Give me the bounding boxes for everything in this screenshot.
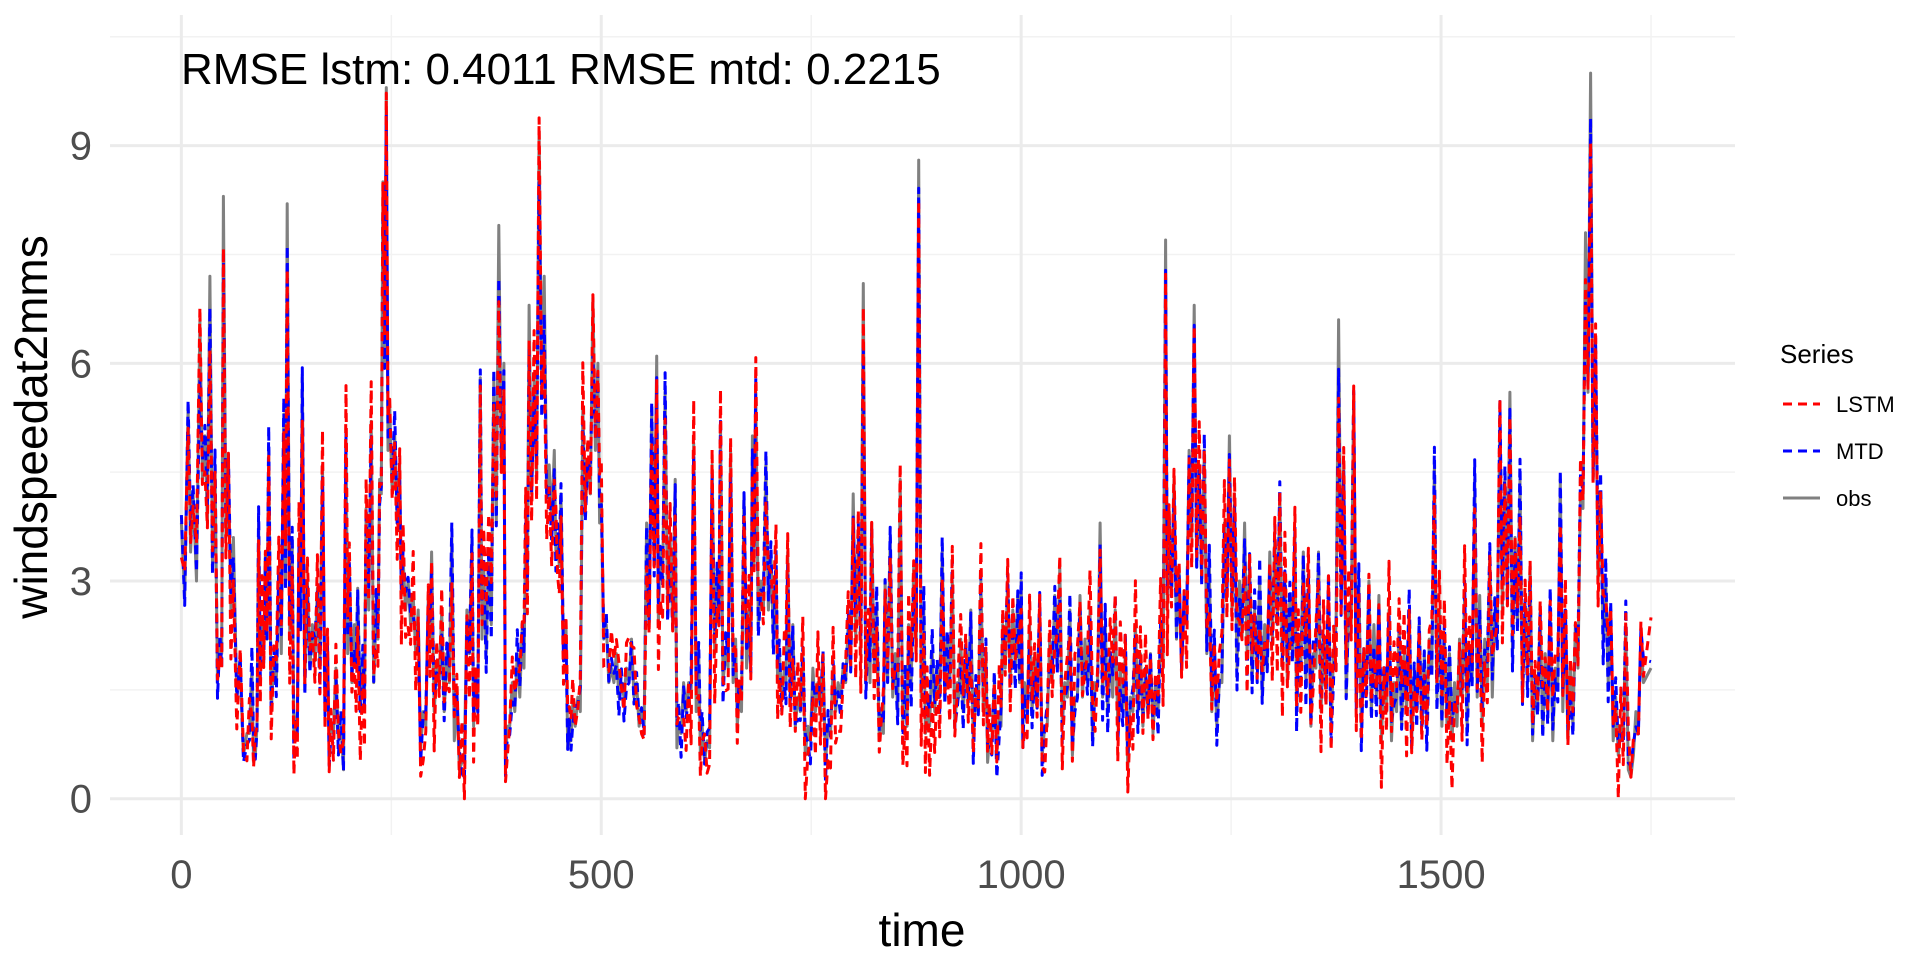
x-tick-label: 1500 (1397, 853, 1486, 897)
y-axis-tick-labels: 0 3 6 9 (70, 125, 92, 822)
y-tick-label: 0 (70, 778, 92, 822)
x-axis-title: time (879, 904, 966, 956)
series-lstm-line (179, 91, 1653, 801)
y-tick-label: 9 (70, 125, 92, 169)
legend-entries: LSTM MTD obs (1783, 392, 1895, 511)
legend: Series LSTM MTD obs (1780, 339, 1895, 511)
y-tick-label: 6 (70, 342, 92, 386)
x-tick-label: 1000 (977, 853, 1066, 897)
legend-title: Series (1780, 339, 1854, 369)
x-axis-tick-labels: 0 500 1000 1500 (170, 853, 1485, 897)
series-mtd-line (179, 114, 1652, 784)
rmse-annotation: RMSE lstm: 0.4011 RMSE mtd: 0.2215 (181, 45, 941, 94)
legend-label-lstm: LSTM (1836, 392, 1895, 417)
series-lines (179, 71, 1653, 801)
y-tick-label: 3 (70, 560, 92, 604)
x-tick-label: 0 (170, 853, 192, 897)
y-axis-title: windspeedat2mms (5, 235, 57, 620)
legend-label-mtd: MTD (1836, 439, 1884, 464)
legend-label-obs: obs (1836, 486, 1871, 511)
x-tick-label: 500 (568, 853, 635, 897)
